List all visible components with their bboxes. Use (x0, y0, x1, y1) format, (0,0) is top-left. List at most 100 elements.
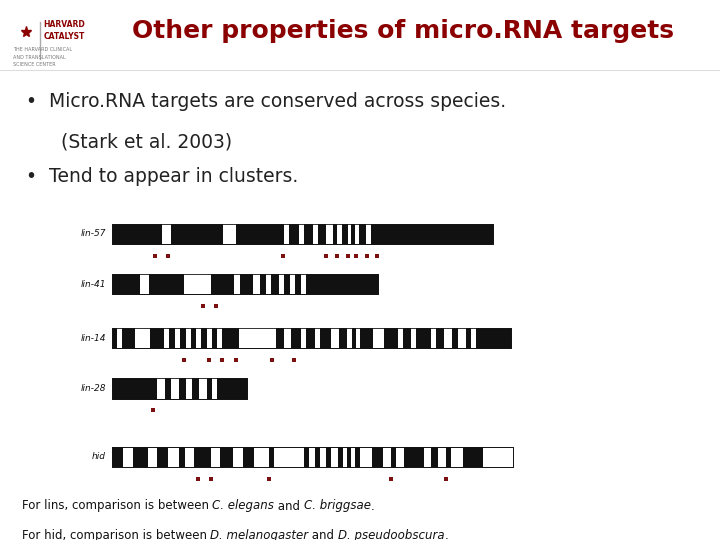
Bar (112, 274, 378, 294)
Bar (162, 224, 171, 244)
Bar (446, 447, 451, 467)
Bar (112, 378, 247, 399)
Bar (331, 328, 339, 348)
Bar (186, 378, 192, 399)
Bar (431, 447, 438, 467)
Bar (290, 274, 295, 294)
Bar (284, 224, 289, 244)
Bar (301, 328, 306, 348)
Bar (220, 447, 233, 467)
Bar (391, 447, 396, 467)
Text: hid: hid (92, 453, 106, 461)
Bar (112, 224, 493, 244)
Bar (373, 328, 384, 348)
Bar (372, 447, 383, 467)
Bar (196, 328, 201, 348)
Text: D. melanogaster: D. melanogaster (210, 529, 308, 540)
Text: HARVARD: HARVARD (43, 20, 85, 29)
Bar (157, 447, 168, 467)
Bar (269, 447, 274, 467)
Bar (471, 328, 476, 348)
Bar (135, 328, 150, 348)
Bar (253, 274, 260, 294)
Text: CATALYST: CATALYST (43, 32, 84, 42)
Bar (299, 224, 304, 244)
Text: Other properties of micro.RNA targets: Other properties of micro.RNA targets (132, 19, 674, 43)
Text: For lins, comparison is between: For lins, comparison is between (22, 500, 212, 512)
Bar (347, 328, 352, 348)
Bar (266, 274, 271, 294)
Bar (356, 328, 360, 348)
Bar (175, 328, 180, 348)
Bar (326, 224, 333, 244)
Text: AND TRANSLATIONAL: AND TRANSLATIONAL (13, 55, 66, 59)
Bar (347, 447, 351, 467)
Text: Tend to appear in clusters.: Tend to appear in clusters. (49, 167, 298, 186)
Text: Micro.RNA targets are conserved across species.: Micro.RNA targets are conserved across s… (49, 92, 506, 111)
Bar (199, 378, 207, 399)
Text: lin-28: lin-28 (81, 384, 106, 393)
Bar (315, 447, 320, 467)
Text: .: . (371, 500, 374, 512)
Bar (112, 447, 513, 467)
Bar (458, 328, 466, 348)
Text: D. pseudoobscura: D. pseudoobscura (338, 529, 445, 540)
Bar (304, 447, 309, 467)
Bar (398, 328, 403, 348)
Bar (355, 447, 360, 467)
Bar (326, 447, 331, 467)
Bar (164, 328, 169, 348)
Bar (431, 328, 436, 348)
Bar (184, 274, 211, 294)
Bar (223, 224, 236, 244)
Bar (338, 447, 343, 467)
Bar (279, 274, 284, 294)
Text: .: . (445, 529, 449, 540)
Text: and: and (308, 529, 338, 540)
Text: lin-41: lin-41 (81, 280, 106, 288)
Bar (337, 224, 342, 244)
Bar (117, 328, 122, 348)
Text: and: and (274, 500, 304, 512)
Bar (239, 328, 276, 348)
Bar (112, 378, 247, 399)
Bar (463, 447, 483, 467)
Bar (234, 274, 240, 294)
Bar (112, 328, 511, 348)
Bar (355, 224, 359, 244)
Bar (112, 447, 513, 467)
Bar (348, 224, 351, 244)
Bar (186, 328, 191, 348)
Text: •: • (25, 92, 36, 111)
Bar (212, 378, 217, 399)
Text: lin-57: lin-57 (81, 230, 106, 238)
Bar (133, 447, 148, 467)
Bar (112, 328, 511, 348)
Bar (112, 274, 378, 294)
Text: THE HARVARD CLINICAL: THE HARVARD CLINICAL (13, 47, 72, 52)
Bar (207, 328, 212, 348)
Bar (140, 274, 149, 294)
Text: (Stark et al. 2003): (Stark et al. 2003) (49, 132, 232, 151)
Bar (444, 328, 452, 348)
Bar (194, 447, 211, 467)
Text: lin-14: lin-14 (81, 334, 106, 342)
Bar (284, 328, 291, 348)
Bar (171, 378, 179, 399)
Bar (112, 447, 123, 467)
Bar (179, 447, 185, 467)
Text: SCIENCE CENTER: SCIENCE CENTER (13, 62, 55, 67)
Bar (411, 328, 416, 348)
Text: For hid, comparison is between: For hid, comparison is between (22, 529, 210, 540)
Bar (112, 224, 493, 244)
Bar (217, 328, 222, 348)
Bar (157, 378, 165, 399)
Bar (313, 224, 318, 244)
Bar (243, 447, 254, 467)
Text: C. briggsae: C. briggsae (304, 500, 371, 512)
Bar (301, 274, 306, 294)
Bar (315, 328, 320, 348)
Bar (366, 224, 371, 244)
Bar (404, 447, 424, 467)
Text: C. elegans: C. elegans (212, 500, 274, 512)
